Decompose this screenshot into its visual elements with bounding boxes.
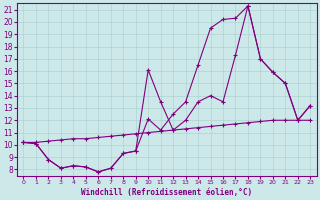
X-axis label: Windchill (Refroidissement éolien,°C): Windchill (Refroidissement éolien,°C) — [81, 188, 252, 197]
